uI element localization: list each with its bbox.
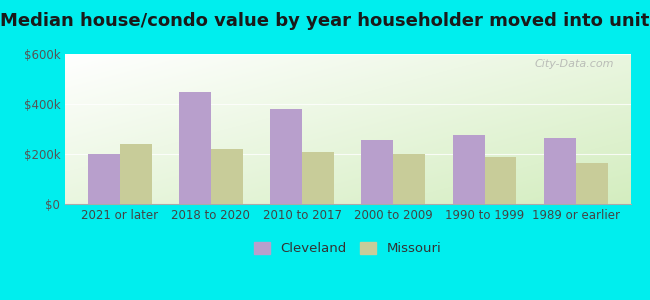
Bar bbox=[361, 140, 393, 204]
Bar bbox=[211, 149, 243, 204]
Bar bbox=[484, 157, 517, 204]
Bar bbox=[270, 109, 302, 204]
Bar bbox=[302, 152, 334, 204]
Text: Median house/condo value by year householder moved into unit: Median house/condo value by year househo… bbox=[0, 12, 650, 30]
Bar bbox=[452, 135, 484, 204]
Text: City-Data.com: City-Data.com bbox=[534, 58, 614, 68]
Bar bbox=[120, 144, 151, 204]
Bar bbox=[544, 138, 576, 204]
Bar bbox=[179, 92, 211, 204]
Bar bbox=[393, 154, 425, 204]
Bar bbox=[88, 154, 120, 204]
Bar bbox=[576, 163, 608, 204]
Legend: Cleveland, Missouri: Cleveland, Missouri bbox=[249, 236, 447, 260]
